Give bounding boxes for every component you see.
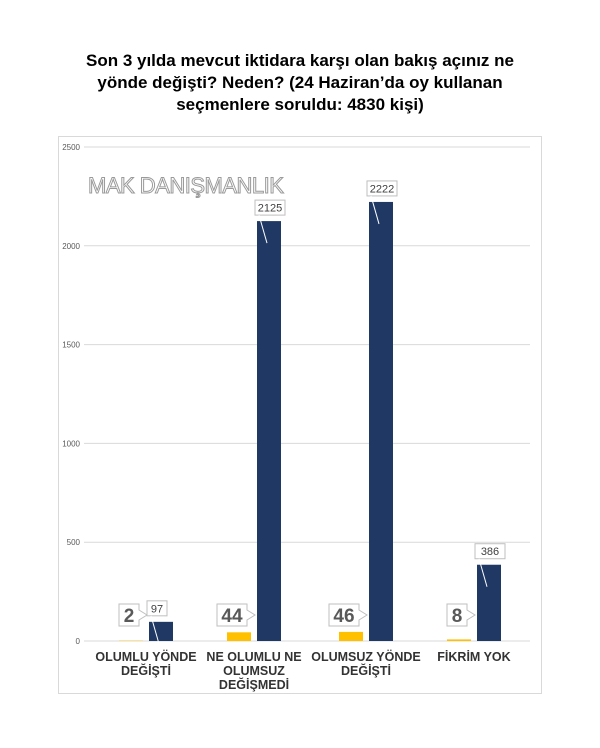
y-tick-label: 500: [67, 538, 81, 547]
data-label-secondary: 46: [333, 606, 354, 627]
bar-main: [257, 221, 281, 641]
data-label-secondary: 44: [221, 606, 243, 627]
y-tick-label: 2500: [62, 143, 80, 152]
callout-box-main: [474, 543, 506, 560]
callout-box-main: [366, 180, 398, 197]
x-category-label: OLUMLU YÖNDE DEĞİŞTİ: [95, 649, 196, 678]
data-label-main: 386: [481, 546, 499, 558]
x-category-label: OLUMSUZ YÖNDE DEĞİŞTİ: [311, 649, 421, 678]
leader-line: [370, 195, 380, 225]
data-label-secondary: 8: [452, 606, 463, 627]
chart-title: Son 3 yılda mevcut iktidara karşı olan b…: [40, 50, 560, 116]
bar-main: [149, 621, 173, 641]
data-label-secondary: 2: [124, 606, 135, 627]
data-label-main: 97: [151, 603, 163, 615]
callout-box-main: [146, 600, 168, 617]
title-line-2: yönde değişti? Neden? (24 Haziran’da oy …: [97, 73, 503, 92]
bar-main: [369, 201, 393, 641]
data-label-main: 2222: [370, 183, 394, 195]
bar-secondary: [447, 639, 471, 641]
callout-box-secondary: [118, 603, 148, 627]
title-line-3: seçmenlere soruldu: 4830 kişi): [176, 95, 424, 114]
chart-frame: [58, 136, 542, 694]
bar-main: [477, 564, 501, 641]
title-line-1: Son 3 yılda mevcut iktidara karşı olan b…: [85, 51, 514, 70]
x-category-label: FİKRİM YOK: [437, 649, 510, 664]
callout-box-secondary: [328, 603, 368, 627]
callout-box-secondary: [446, 603, 476, 627]
leader-line: [258, 214, 268, 244]
leader-line: [150, 615, 160, 644]
callout-box-main: [254, 199, 286, 216]
gridlines: [84, 146, 530, 642]
x-category-label: NE OLUMLU NE OLUMSUZ DEĞİŞMEDİ: [206, 650, 301, 692]
callout-box-secondary: [216, 603, 256, 627]
x-axis-categories: OLUMLU YÖNDE DEĞİŞTİ NE OLUMLU NE OLUMSUZ DE…: [95, 649, 510, 692]
y-axis-ticks: 0 500 1000 1500 2000 2500: [62, 143, 80, 646]
y-tick-label: 1500: [62, 341, 80, 350]
y-tick-label: 1000: [62, 439, 80, 448]
leader-line: [478, 558, 488, 587]
data-label-main: 2125: [258, 203, 282, 215]
bars: [119, 201, 501, 641]
data-labels: 2 97 44 2125 46 2222 8 386: [118, 180, 506, 644]
bar-secondary: [227, 632, 251, 641]
bar-secondary: [339, 631, 363, 641]
watermark: MAK DANIŞMANLIK: [88, 173, 284, 198]
y-tick-label: 2000: [62, 242, 80, 251]
y-tick-label: 0: [76, 637, 81, 646]
